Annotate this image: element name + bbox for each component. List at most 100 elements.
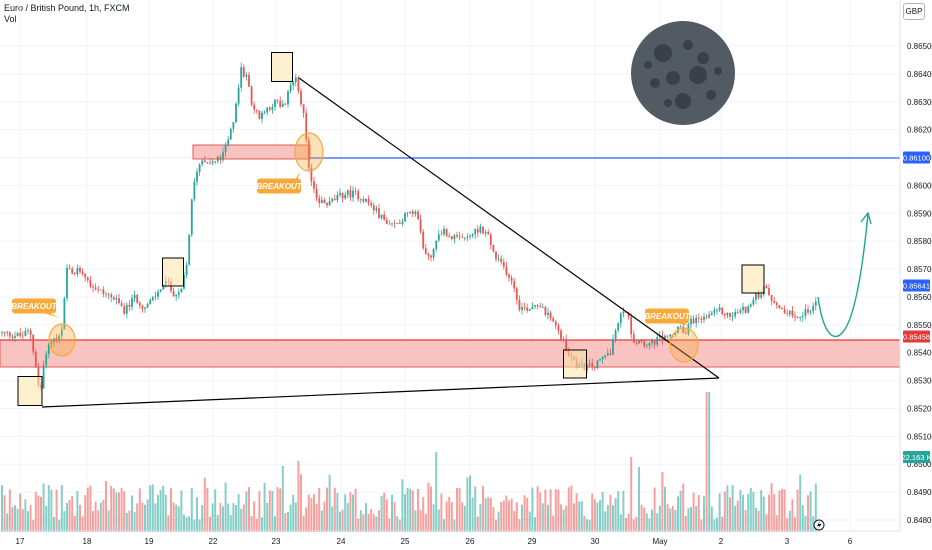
candle-body xyxy=(469,235,471,237)
volume-bar xyxy=(328,474,331,532)
candle-body xyxy=(328,201,331,206)
volume-bar xyxy=(396,516,399,532)
candle-body xyxy=(791,310,794,316)
candle-body xyxy=(747,306,750,313)
volume-bar xyxy=(752,492,755,532)
candle-body xyxy=(656,337,659,345)
volume-bar xyxy=(281,465,284,532)
candle-body xyxy=(219,156,222,160)
candle-body xyxy=(315,188,318,199)
candle-body xyxy=(487,232,490,235)
volume-bar xyxy=(788,510,791,532)
volume-bar xyxy=(773,494,776,532)
candle-body xyxy=(8,332,11,337)
candle-body xyxy=(336,194,339,201)
candle-body xyxy=(669,334,672,337)
candle-body xyxy=(14,336,16,338)
candle-body xyxy=(274,99,276,107)
candle-body xyxy=(305,112,308,140)
volume-bar xyxy=(580,501,583,532)
volume-bar xyxy=(263,482,266,532)
candle-body xyxy=(206,162,209,163)
candle-body xyxy=(27,330,29,332)
volume-bar xyxy=(565,505,568,532)
candle-body xyxy=(775,302,778,306)
candle-body xyxy=(107,294,110,296)
volume-bar xyxy=(578,501,581,532)
volume-bar xyxy=(157,494,159,532)
x-tick-label: 29 xyxy=(528,537,537,546)
candle-body xyxy=(443,228,445,235)
candle-body xyxy=(365,198,367,202)
candle-body xyxy=(645,345,648,347)
volume-bar xyxy=(547,504,549,532)
volume-bar xyxy=(812,516,815,532)
candle-body xyxy=(718,307,721,311)
volume-bar xyxy=(193,519,196,532)
candle-body xyxy=(11,336,14,338)
price-tag: 0.85641 xyxy=(903,279,930,292)
volume-bar xyxy=(6,513,9,532)
candle-body xyxy=(528,309,531,311)
volume-bar xyxy=(627,513,630,532)
candle-body xyxy=(99,289,102,291)
candle-body xyxy=(209,162,211,164)
candle-body xyxy=(242,67,245,77)
candle-body xyxy=(788,310,791,315)
volume-indicator-label[interactable]: Vol xyxy=(4,14,17,24)
currency-badge[interactable]: GBP xyxy=(903,3,925,20)
volume-bar xyxy=(55,489,58,532)
volume-bar xyxy=(292,494,295,532)
candle-body xyxy=(141,305,144,309)
candle-body xyxy=(643,341,646,347)
moon-crater xyxy=(675,93,691,109)
candle-body xyxy=(515,288,518,300)
symbol-title[interactable]: Euro / British Pound, 1h, FXCM xyxy=(4,3,130,13)
candle-body xyxy=(474,229,477,235)
breakout-label: BREAKOUT xyxy=(644,308,692,327)
volume-bar xyxy=(786,518,789,532)
volume-bar xyxy=(222,506,224,532)
volume-bar xyxy=(734,505,737,532)
volume-bar xyxy=(632,519,635,532)
volume-bar xyxy=(614,498,617,532)
candle-body xyxy=(385,219,388,224)
candle-body xyxy=(3,332,6,334)
volume-bar xyxy=(430,486,432,532)
candle-body xyxy=(518,299,521,310)
volume-bar xyxy=(749,487,752,532)
candle-body xyxy=(258,110,261,119)
volume-bar xyxy=(638,466,640,532)
volume-bar xyxy=(588,519,591,532)
volume-bar xyxy=(617,491,620,532)
volume-bar xyxy=(99,502,102,532)
volume-bar xyxy=(248,487,250,532)
volume-bars xyxy=(1,392,817,532)
candle-body xyxy=(136,294,139,303)
candle-body xyxy=(97,289,100,291)
volume-bar xyxy=(531,487,534,532)
volume-bar xyxy=(365,503,367,532)
candle-body xyxy=(287,91,289,105)
candle-body xyxy=(448,236,451,238)
volume-bar xyxy=(8,489,11,532)
volume-bar xyxy=(196,497,198,532)
candle-body xyxy=(372,205,375,211)
volume-bar xyxy=(203,477,206,532)
candle-body xyxy=(456,235,458,237)
candle-body xyxy=(445,228,448,237)
volume-bar xyxy=(768,494,770,532)
volume-bar xyxy=(349,492,352,532)
candle-body xyxy=(198,164,201,172)
volume-bar xyxy=(211,503,214,532)
volume-bar xyxy=(716,517,718,532)
volume-bar xyxy=(411,490,414,532)
breakout-label-text: BREAKOUT xyxy=(256,182,302,191)
volume-bar xyxy=(183,514,185,532)
candle-body xyxy=(73,273,76,275)
volume-bar xyxy=(245,491,248,532)
volume-bar xyxy=(141,502,144,532)
volume-bar xyxy=(448,496,451,532)
candle-body xyxy=(271,106,274,110)
